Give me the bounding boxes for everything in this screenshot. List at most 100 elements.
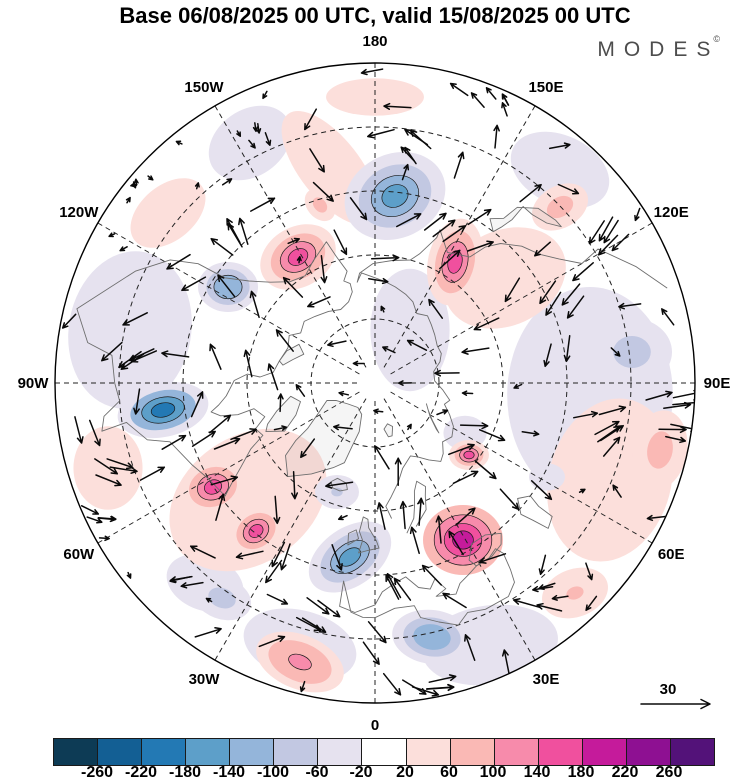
wind-arrow: [501, 102, 508, 117]
wind-arrow: [337, 514, 348, 521]
colorbar-tick: -260: [80, 764, 114, 781]
colorbar-cell: [142, 739, 187, 765]
wind-arrow: [474, 460, 497, 480]
coastline-baffin: [265, 395, 301, 433]
lon-label-90E: 90E: [704, 375, 731, 392]
wind-arrow: [367, 621, 387, 644]
anomaly-contour: [463, 450, 475, 460]
wind-arrow: [380, 305, 386, 313]
wind-arrow: [385, 574, 400, 600]
wind-arrow: [213, 437, 241, 450]
coastline-greenland: [285, 399, 363, 478]
wind-arrow: [267, 363, 279, 391]
wind-arrow: [572, 262, 594, 282]
wind-arrow: [161, 350, 190, 358]
colorbar-cell: [230, 739, 275, 765]
wind-arrow: [118, 350, 142, 368]
wind-arrow: [108, 232, 116, 238]
wind-arrow: [665, 435, 687, 444]
lon-label-180: 180: [362, 33, 387, 50]
wind-arrow: [461, 347, 490, 355]
wind-arrow: [133, 388, 141, 415]
colorbar-cell: [582, 739, 627, 765]
wind-arrow: [478, 429, 506, 442]
wind-arrow: [264, 132, 272, 146]
coastline-novaya-zemlya: [425, 403, 440, 434]
wind-arrow: [464, 634, 476, 661]
wind-arrow: [634, 207, 641, 222]
wind-arrow: [439, 249, 461, 270]
wind-arrow: [226, 218, 241, 244]
wind-arrow: [432, 219, 456, 238]
wind-arrow: [291, 470, 299, 500]
wind-arrow: [493, 124, 500, 149]
colorbar-cell: [362, 739, 407, 765]
wind-arrow: [130, 350, 158, 363]
wind-arrow: [452, 470, 479, 485]
wind-arrow: [618, 302, 642, 310]
wind-arrow: [367, 128, 395, 139]
wind-arrow: [459, 422, 489, 430]
wind-arrow: [273, 425, 288, 431]
wind-arrow: [282, 276, 304, 298]
coastline-baltic: [406, 480, 427, 534]
wind-arrow: [320, 255, 328, 284]
wind-arrow: [352, 360, 365, 367]
wind-arrow: [382, 346, 396, 354]
wind-arrow: [139, 466, 166, 481]
lon-label-60W: 60W: [63, 546, 95, 563]
lon-label-30W: 30W: [189, 671, 221, 688]
wind-arrow: [295, 384, 306, 397]
lon-label-150E: 150E: [528, 79, 563, 96]
wind-arrow: [538, 554, 547, 576]
colorbar-cell: [274, 739, 319, 765]
wind-arrow: [467, 208, 492, 226]
wind-arrow: [169, 576, 192, 584]
wind-arrow: [306, 597, 330, 615]
anomaly-contour: [288, 653, 312, 671]
wind-arrow: [312, 181, 334, 202]
wind-arrow: [548, 142, 571, 150]
wind-arrow: [566, 295, 585, 319]
wind-arrow: [376, 502, 386, 530]
anomaly-contour: [566, 586, 584, 600]
colorbar-tick: -60: [305, 764, 329, 781]
wind-arrow: [221, 178, 233, 186]
wind-scale: 30: [640, 681, 711, 710]
wind-arrow: [194, 182, 200, 190]
wind-arrow: [423, 212, 447, 231]
wind-arrow: [333, 424, 353, 431]
wind-arrow: [80, 505, 100, 515]
wind-arrow: [466, 240, 494, 252]
wind-arrow: [428, 674, 457, 683]
anomaly-contour: [68, 251, 192, 409]
colorbar-tick: 260: [655, 764, 683, 781]
wind-arrow: [603, 219, 619, 244]
wind-arrow: [166, 253, 191, 270]
colorbar-tick: 220: [611, 764, 639, 781]
wind-arrow: [406, 339, 428, 351]
lon-label-120W: 120W: [59, 204, 99, 221]
wind-arrow: [442, 225, 467, 243]
anomaly-contour: [452, 530, 474, 550]
wind-arrow: [194, 627, 222, 638]
wind-arrow: [300, 438, 316, 459]
wind-arrow: [374, 445, 390, 470]
wind-arrow: [265, 559, 283, 584]
wind-arrow: [455, 507, 476, 526]
wind-arrow: [473, 317, 500, 331]
wind-arrow: [393, 577, 412, 601]
lon-label-90W: 90W: [18, 375, 50, 392]
wind-arrow: [147, 175, 154, 181]
wind-arrow: [209, 343, 222, 370]
anomaly-contour: [529, 463, 565, 491]
wind-arrow: [243, 349, 253, 378]
lon-label-60E: 60E: [658, 546, 685, 563]
anomaly-contour: [130, 178, 206, 248]
wind-arrow: [373, 408, 384, 414]
anomaly-contour: [312, 197, 328, 213]
wind-arrow: [611, 233, 630, 252]
copyright-mark: ©: [713, 34, 720, 44]
wind-arrow: [331, 544, 343, 571]
